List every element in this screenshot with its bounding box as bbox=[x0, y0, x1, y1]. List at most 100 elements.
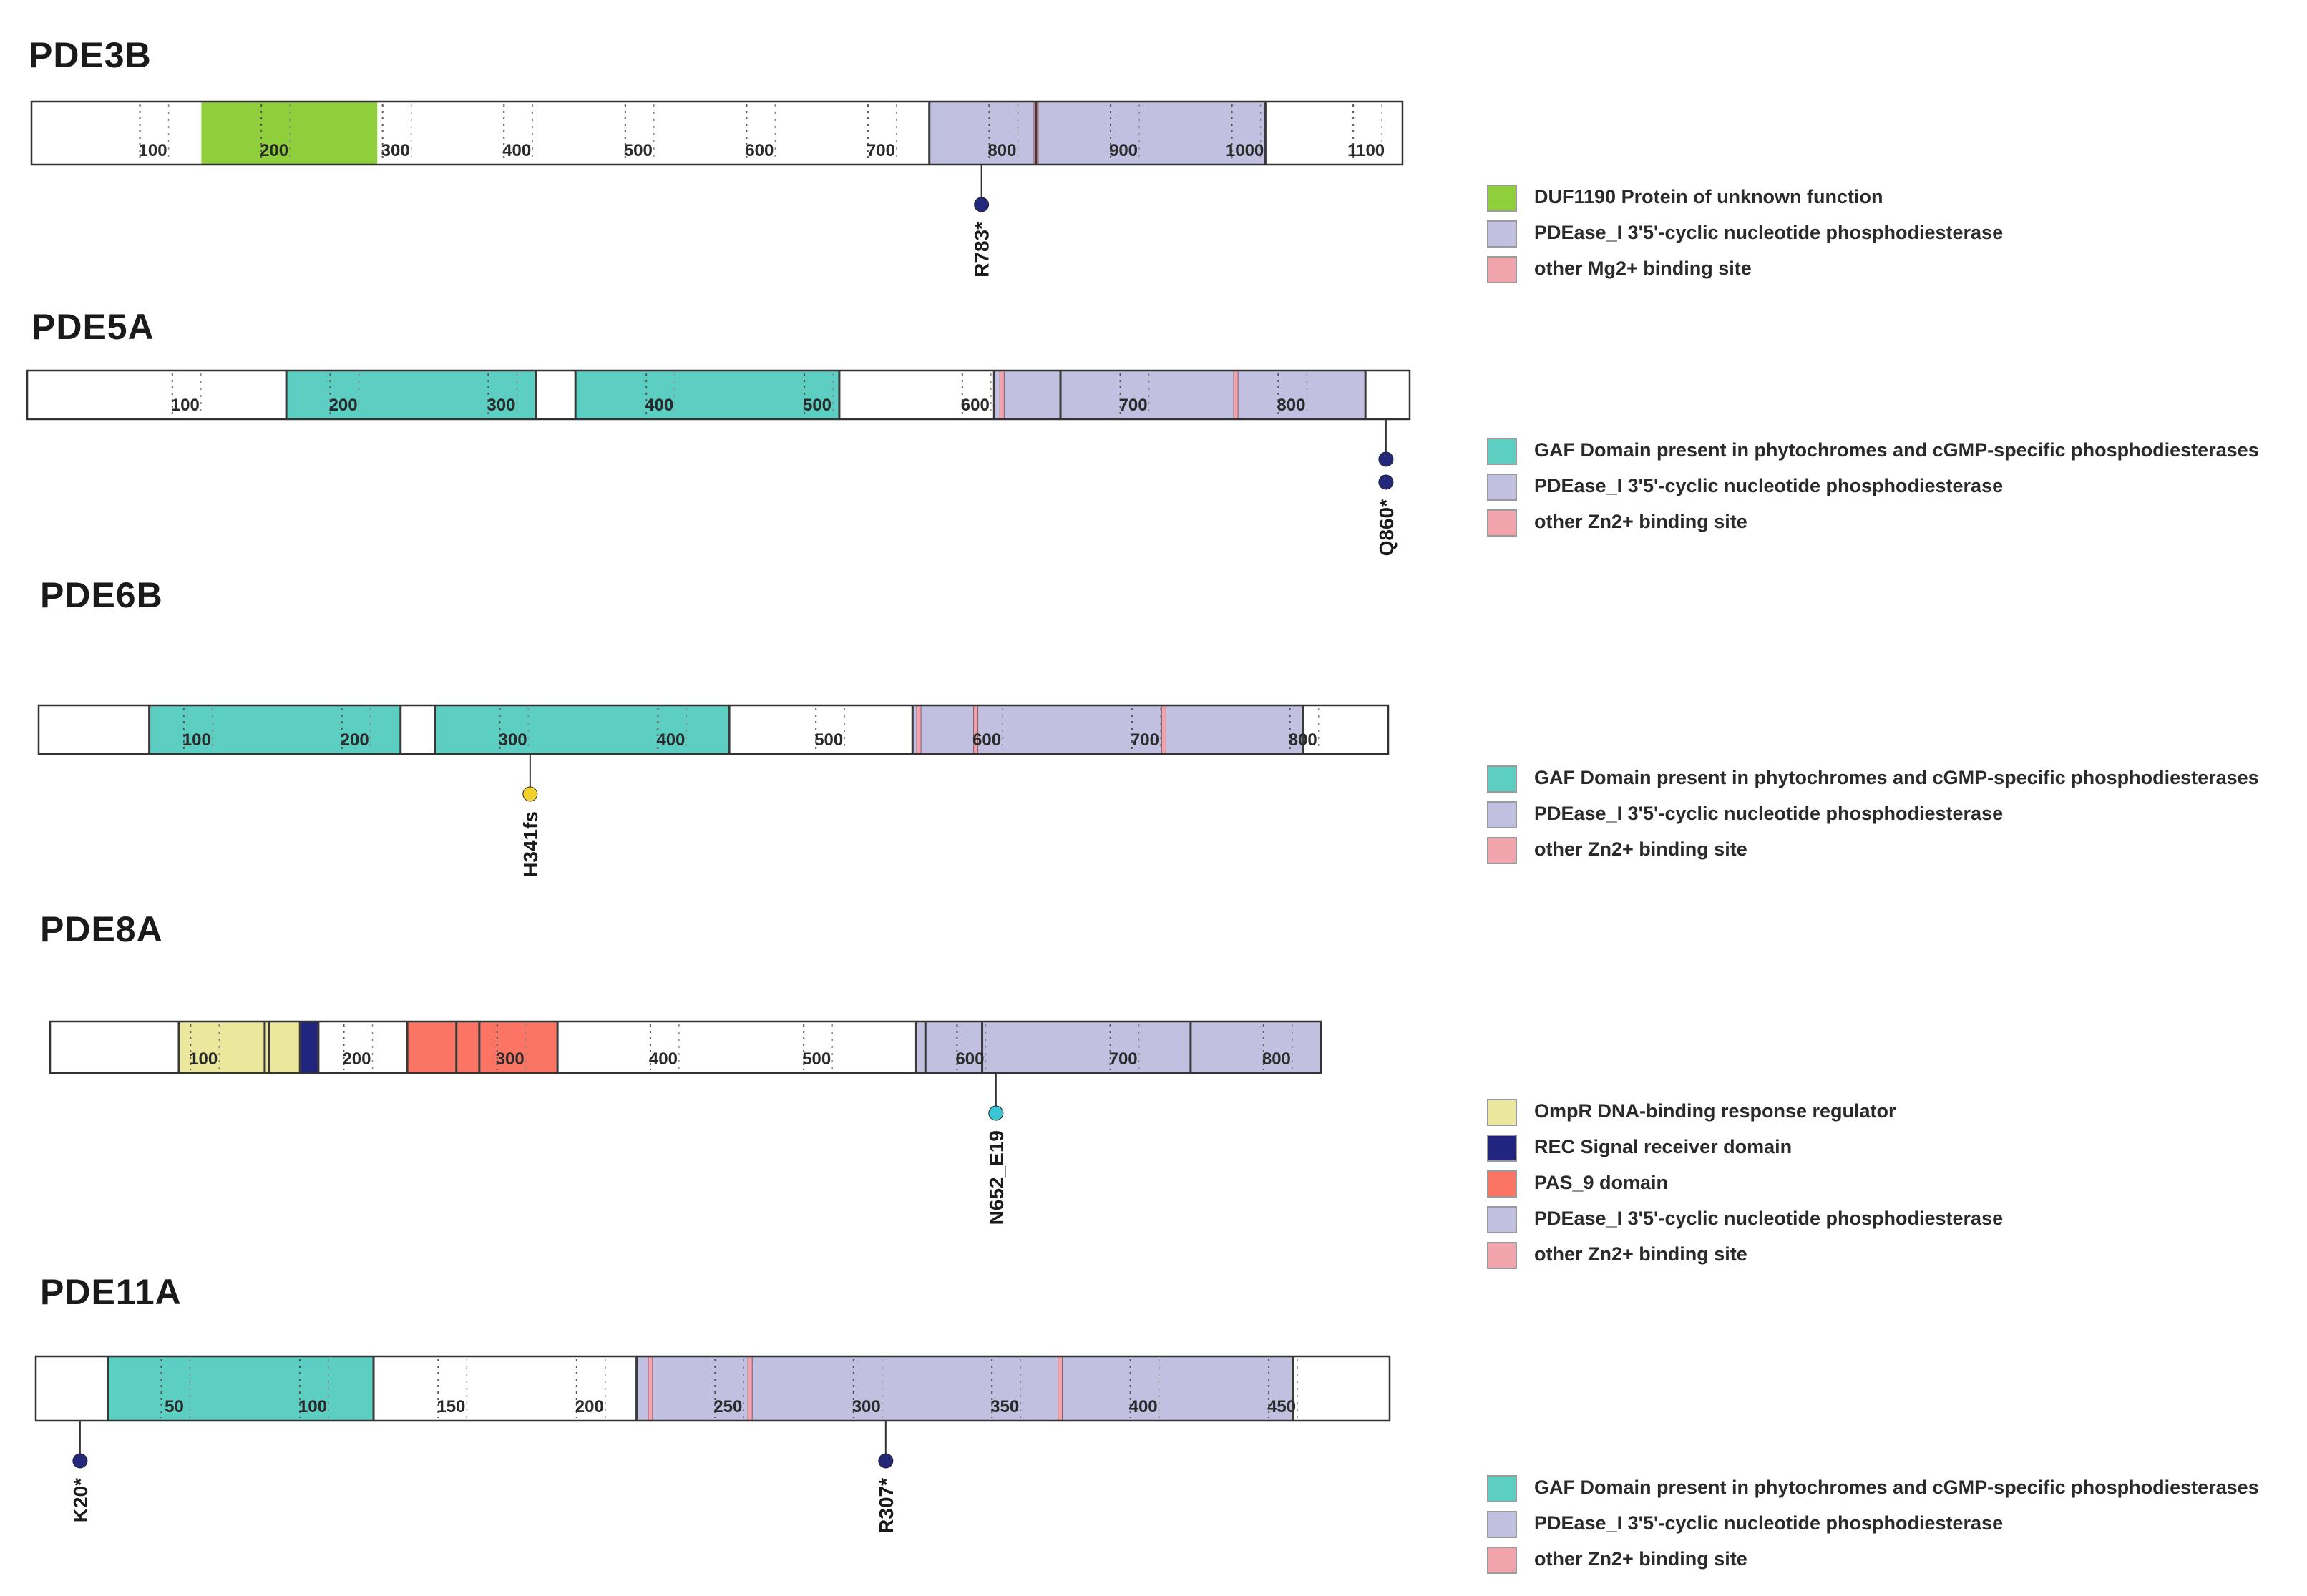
legend-label: PDEase_I 3'5'-cyclic nucleotide phosphod… bbox=[1534, 803, 2004, 824]
legend-swatch-pas9 bbox=[1487, 1170, 1517, 1198]
legend-label: other Zn2+ binding site bbox=[1534, 838, 1747, 860]
legend-label: PAS_9 domain bbox=[1534, 1172, 1669, 1193]
domain-pdease bbox=[929, 102, 1266, 165]
mutation-label: R783* bbox=[971, 222, 993, 278]
legend-label: PDEase_I 3'5'-cyclic nucleotide phosphod… bbox=[1534, 475, 2004, 496]
domain-pdease bbox=[636, 1356, 1293, 1421]
mutation-marker bbox=[988, 1105, 1004, 1121]
tick-label: 600 bbox=[955, 1049, 984, 1069]
legend-swatch-zn-site bbox=[1487, 837, 1517, 864]
domain-gaf bbox=[107, 1356, 374, 1421]
tick-label: 200 bbox=[342, 1049, 371, 1069]
mutation-label: N652_E19 bbox=[985, 1130, 1008, 1225]
legend-swatch-pdease bbox=[1487, 474, 1517, 501]
tick-label: 300 bbox=[499, 730, 527, 750]
legend-label: GAF Domain present in phytochromes and c… bbox=[1534, 1477, 2259, 1498]
domain-gaf bbox=[435, 705, 730, 754]
tick-label: 600 bbox=[972, 730, 1001, 750]
tick-label: 600 bbox=[961, 396, 990, 415]
tick-label: 400 bbox=[645, 396, 673, 415]
domain-ompr bbox=[178, 1022, 301, 1073]
legend-swatch-zn-site bbox=[1487, 1547, 1517, 1574]
gene-title-pde5a: PDE5A bbox=[31, 307, 155, 347]
tick-label: 400 bbox=[649, 1049, 678, 1069]
domain-gaf bbox=[575, 371, 839, 419]
domain-duf1190 bbox=[201, 102, 378, 165]
tick-label: 400 bbox=[502, 141, 531, 160]
tick-label: 800 bbox=[1289, 730, 1317, 750]
tick-label: 100 bbox=[139, 141, 167, 160]
pde6b-track-outline bbox=[37, 704, 1390, 755]
domain-pdease bbox=[916, 1022, 1321, 1073]
tick-label: 200 bbox=[341, 730, 369, 750]
pde11a-track-outline bbox=[34, 1355, 1391, 1422]
legend-label: OmpR DNA-binding response regulator bbox=[1534, 1100, 1896, 1122]
legend-swatch-duf1190 bbox=[1487, 185, 1517, 212]
binding-site-zn bbox=[1233, 370, 1239, 420]
tick-label: 1100 bbox=[1347, 141, 1385, 160]
legend-label: other Zn2+ binding site bbox=[1534, 511, 1747, 532]
tick-label: 300 bbox=[496, 1049, 525, 1069]
legend-swatch-ompr bbox=[1487, 1099, 1517, 1126]
mutation-label: Q860* bbox=[1375, 499, 1398, 556]
domain-pas9 bbox=[407, 1022, 558, 1073]
legend-label: other Zn2+ binding site bbox=[1534, 1548, 1747, 1570]
binding-site-zn bbox=[648, 1356, 653, 1421]
legend-swatch-pdease bbox=[1487, 220, 1517, 248]
mutation-marker bbox=[1378, 451, 1394, 467]
mutation-label: R307* bbox=[875, 1478, 897, 1534]
binding-site-zn bbox=[1058, 1356, 1063, 1421]
legend-swatch-gaf bbox=[1487, 438, 1517, 465]
legend-label: other Mg2+ binding site bbox=[1534, 258, 1752, 279]
mutation-marker bbox=[522, 786, 538, 802]
tick-label: 800 bbox=[987, 141, 1016, 160]
tick-label: 600 bbox=[745, 141, 774, 160]
tick-label: 800 bbox=[1277, 396, 1305, 415]
legend-swatch-zn-site bbox=[1487, 1242, 1517, 1269]
tick-label: 700 bbox=[1119, 396, 1148, 415]
protein-tracks: 100 200 300 400 500 600 700 800 900 1000 1100 R783*… bbox=[26, 100, 1411, 1534]
mutation-marker bbox=[878, 1453, 894, 1469]
tick-label: 300 bbox=[381, 141, 410, 160]
mutation-marker bbox=[72, 1453, 88, 1469]
legend-label: PDEase_I 3'5'-cyclic nucleotide phosphod… bbox=[1534, 1512, 2004, 1534]
legend-swatch-rec bbox=[1487, 1135, 1517, 1162]
tick-label: 100 bbox=[298, 1397, 327, 1416]
tick-label: 500 bbox=[802, 1049, 831, 1069]
tick-label: 400 bbox=[656, 730, 685, 750]
tick-label: 400 bbox=[1129, 1397, 1158, 1416]
tick-label: 100 bbox=[182, 730, 211, 750]
tick-label: 900 bbox=[1109, 141, 1138, 160]
legend-swatch-gaf bbox=[1487, 765, 1517, 793]
legend-swatch-pdease bbox=[1487, 801, 1517, 828]
domain-pdease bbox=[912, 705, 1303, 754]
tick-label: 100 bbox=[171, 396, 200, 415]
tick-label: 300 bbox=[852, 1397, 881, 1416]
binding-site-zn bbox=[1161, 705, 1166, 755]
mutation-marker bbox=[974, 197, 990, 212]
tick-label: 500 bbox=[624, 141, 653, 160]
tick-label: 100 bbox=[189, 1049, 218, 1069]
legend-label: REC Signal receiver domain bbox=[1534, 1136, 1793, 1157]
domain-pdease bbox=[994, 371, 1366, 419]
gene-title-pde6b: PDE6B bbox=[40, 575, 163, 615]
domain-rec bbox=[300, 1022, 318, 1073]
domain-gaf bbox=[286, 371, 536, 419]
tick-label: 350 bbox=[990, 1397, 1019, 1416]
binding-site-zn bbox=[916, 705, 922, 755]
legend-swatch-gaf bbox=[1487, 1475, 1517, 1502]
pde8a-track-outline bbox=[49, 1020, 1322, 1074]
mutation-label: H341fs bbox=[520, 811, 542, 877]
gene-title-pde8a: PDE8A bbox=[40, 909, 163, 949]
gene-title-pde3b: PDE3B bbox=[29, 35, 152, 75]
tick-label: 450 bbox=[1267, 1397, 1296, 1416]
tick-label: 250 bbox=[713, 1397, 742, 1416]
tick-label: 200 bbox=[260, 141, 288, 160]
legend-swatch-zn-site bbox=[1487, 509, 1517, 537]
legend-label: other Zn2+ binding site bbox=[1534, 1243, 1747, 1265]
legend-label: GAF Domain present in phytochromes and c… bbox=[1534, 439, 2259, 461]
tick-label: 200 bbox=[329, 396, 358, 415]
tick-label: 200 bbox=[575, 1397, 604, 1416]
mutation-marker bbox=[1378, 474, 1394, 490]
